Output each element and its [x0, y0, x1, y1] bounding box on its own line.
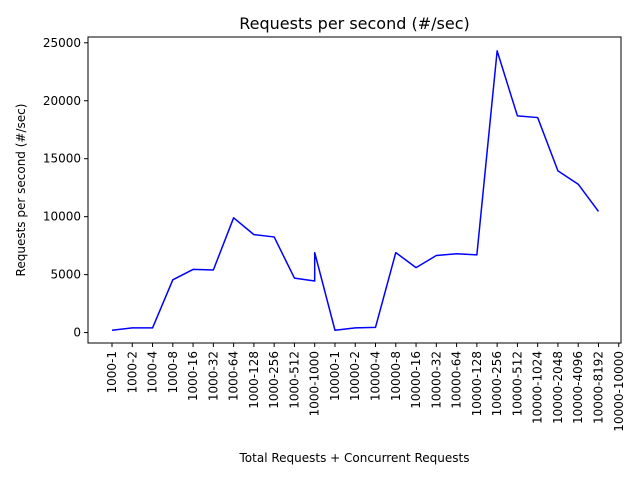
x-tick-label: 10000-1024: [531, 351, 545, 424]
y-axis: 0 5000 10000 15000 20000 25000: [43, 36, 88, 340]
y-tick-label: 20000: [43, 94, 81, 108]
x-tick-label: 1000-2: [125, 351, 139, 394]
plot-area: [87, 36, 622, 344]
chart-title: Requests per second (#/sec): [239, 14, 469, 33]
x-tick-label: 1000-32: [206, 351, 220, 401]
x-tick-label: 10000-128: [470, 351, 484, 416]
y-axis-label: Requests per second (#/sec): [14, 104, 28, 277]
x-axis-label: Total Requests + Concurrent Requests: [239, 451, 470, 465]
x-tick-label: 1000-128: [247, 351, 261, 409]
x-tick-label: 1000-1000: [308, 351, 322, 416]
x-tick-label: 10000-32: [429, 351, 443, 409]
x-tick-label: 10000-4: [369, 351, 383, 401]
x-tick-label: 10000-2: [348, 351, 362, 401]
x-tick-label: 10000-256: [490, 351, 504, 416]
x-tick-label: 10000-10000: [612, 351, 626, 432]
x-tick-label: 10000-2048: [551, 351, 565, 424]
x-tick-label: 1000-16: [186, 351, 200, 401]
y-tick-label: 10000: [43, 210, 81, 224]
x-tick-label: 10000-8: [389, 351, 403, 401]
x-tick-label: 10000-64: [450, 351, 464, 409]
x-tick-label: 10000-16: [409, 351, 423, 409]
y-tick-label: 25000: [43, 36, 81, 50]
x-tick-label: 1000-8: [166, 351, 180, 394]
x-tick-label: 10000-8192: [591, 351, 605, 424]
x-tick-label: 1000-4: [146, 351, 160, 394]
y-tick-label: 15000: [43, 152, 81, 166]
x-axis: 1000-1 1000-2 1000-4 1000-8 1000-16 1000-32 10…: [105, 343, 626, 432]
x-tick-label: 10000-4096: [571, 351, 585, 424]
x-tick-label: 10000-1: [328, 351, 342, 401]
plot-frame: [87, 36, 622, 344]
x-tick-label: 1000-512: [287, 351, 301, 409]
x-tick-label: 1000-1: [105, 351, 119, 394]
series-line: [111, 50, 600, 331]
y-tick-label: 0: [73, 326, 81, 340]
x-tick-label: 1000-256: [267, 351, 281, 409]
x-tick-label: 10000-512: [510, 351, 524, 416]
x-tick-label: 1000-64: [227, 351, 241, 401]
y-tick-label: 5000: [50, 268, 81, 282]
